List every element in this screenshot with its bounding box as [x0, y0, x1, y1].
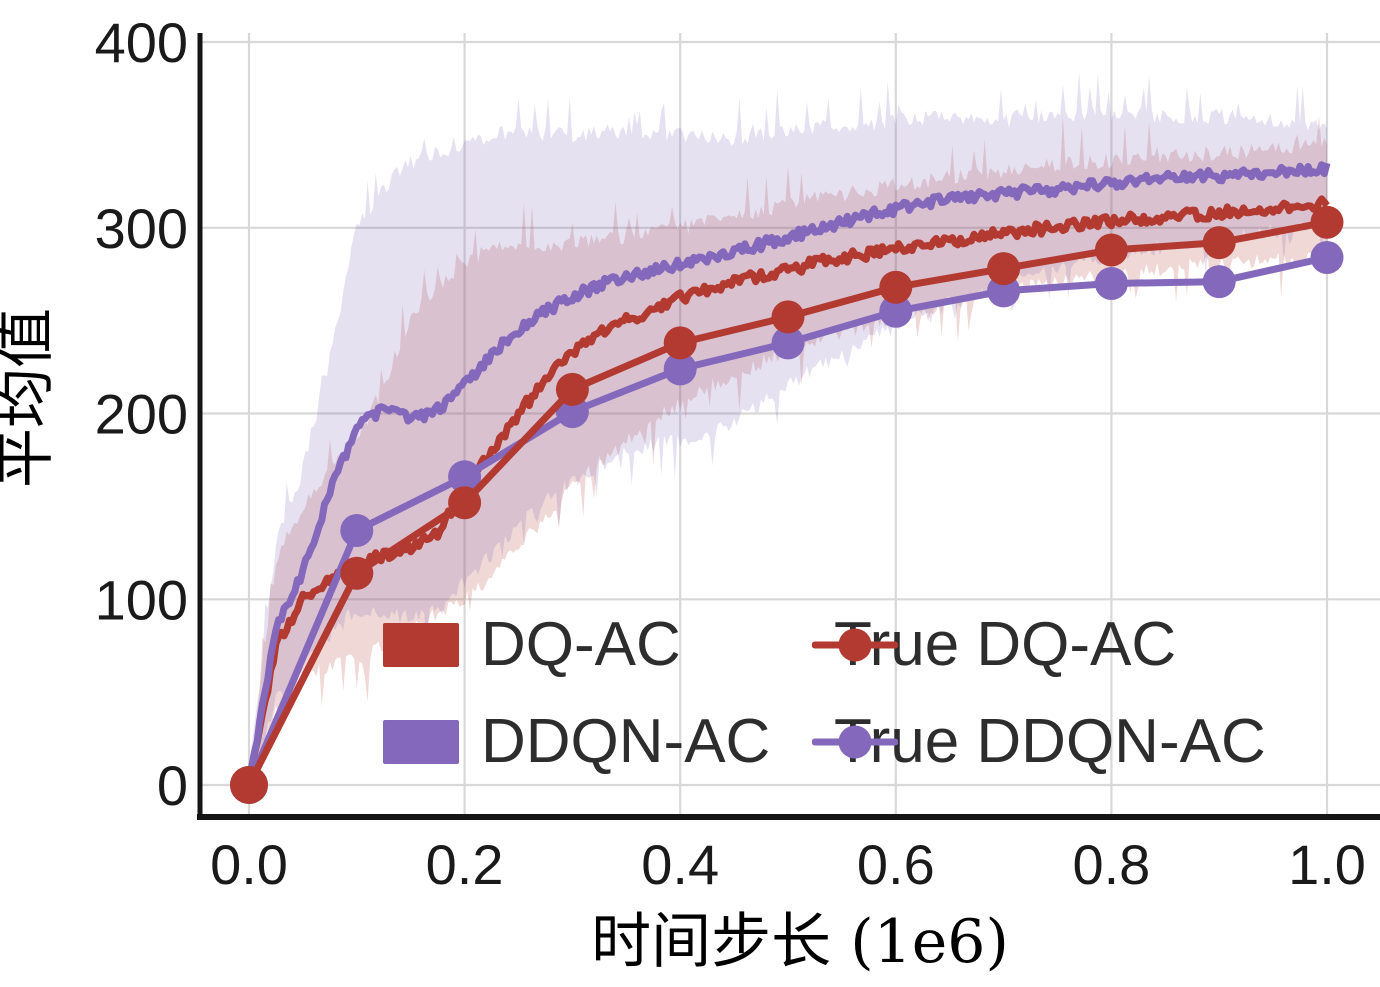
svg-text:0: 0 — [157, 754, 188, 817]
noisy-line-ddqn-ac — [245, 161, 1331, 783]
true-ddqn-ac-line — [230, 241, 1344, 804]
svg-text:400: 400 — [95, 11, 188, 74]
y-axis-label: 平均值 — [0, 308, 61, 488]
svg-text:0.2: 0.2 — [426, 833, 504, 896]
x-tick-labels: 0.0 0.2 0.4 0.6 0.8 1.0 — [210, 833, 1366, 896]
true-dq-ac-line — [230, 205, 1344, 804]
svg-text:1.0: 1.0 — [1288, 833, 1366, 896]
svg-text:0.6: 0.6 — [857, 833, 935, 896]
svg-text:0.0: 0.0 — [210, 833, 288, 896]
svg-text:0.4: 0.4 — [641, 833, 719, 896]
svg-text:100: 100 — [95, 568, 188, 631]
y-tick-labels: 0 100 200 300 400 — [95, 11, 188, 817]
band-ddqn-ac — [249, 71, 1327, 798]
band-dq-ac — [249, 115, 1327, 797]
x-axis-label: 时间步长 (1e6) — [591, 907, 1009, 977]
svg-text:200: 200 — [95, 383, 188, 446]
axes-spines — [197, 33, 1380, 820]
svg-text:0.8: 0.8 — [1072, 833, 1150, 896]
svg-text:300: 300 — [95, 197, 188, 260]
noisy-line-dq-ac — [245, 195, 1330, 783]
